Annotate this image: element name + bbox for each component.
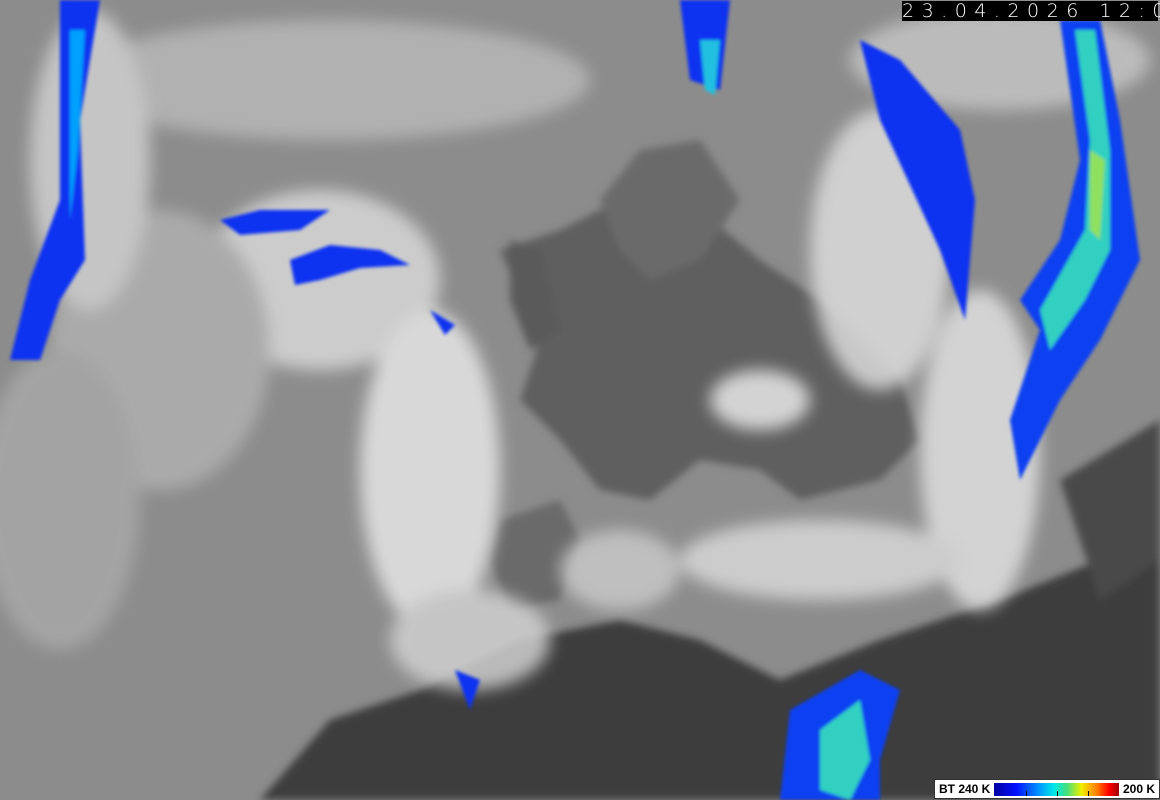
land-britain [510,240,560,350]
land-africa [260,520,1160,800]
land-scandinavia [600,140,740,280]
legend-tick [1025,790,1027,796]
legend-tick [1056,790,1058,796]
color-scale-legend: BT 240 K 200 K [934,779,1160,799]
land-masses [260,140,1160,800]
legend-tick [1087,790,1089,796]
legend-max-label: 200 K [1122,782,1155,796]
legend-min-label: BT 240 K [939,782,991,796]
color-scale-bar [994,782,1119,796]
cold-cloud-tops [10,0,1140,800]
land-europe [500,200,920,500]
land-iberia [490,500,580,610]
land-middle-east [1060,420,1160,600]
timestamp: 23.04.2026 12:00 [902,1,1160,21]
